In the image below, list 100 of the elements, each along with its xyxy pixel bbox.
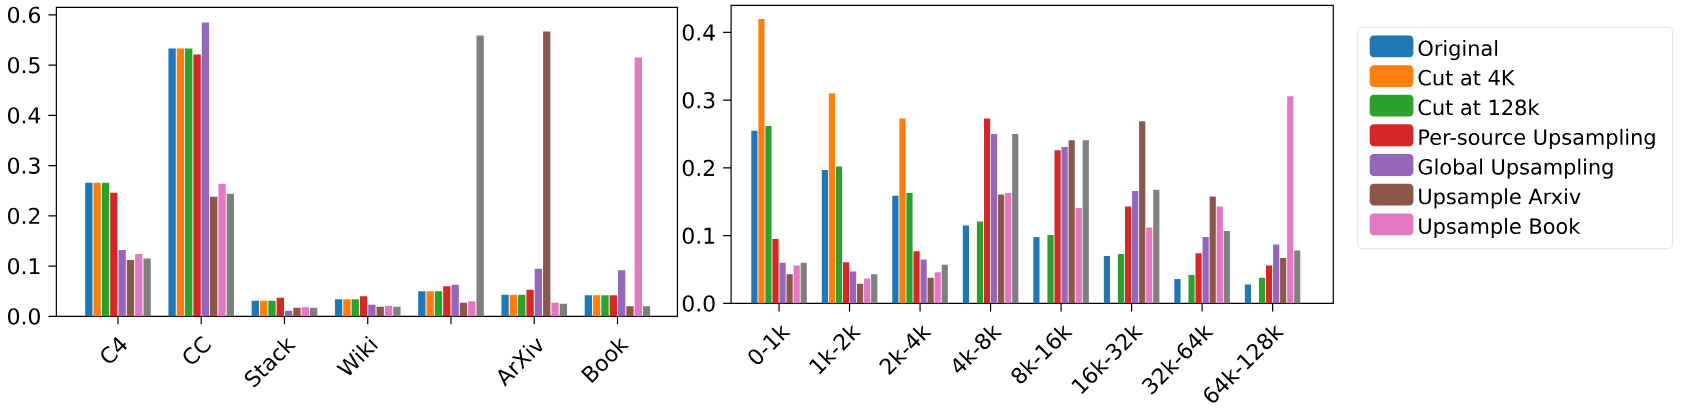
legend-label: Upsample Book bbox=[1419, 217, 1581, 238]
bar bbox=[835, 166, 843, 304]
bar bbox=[786, 274, 793, 304]
bar bbox=[168, 48, 176, 317]
bar bbox=[201, 22, 210, 317]
bar bbox=[476, 35, 484, 317]
bar bbox=[927, 277, 934, 304]
bar bbox=[1266, 265, 1273, 304]
y-tick-label: 0.0 bbox=[682, 295, 715, 312]
bar bbox=[828, 93, 836, 304]
bar bbox=[293, 307, 301, 317]
bar bbox=[368, 304, 376, 317]
bar bbox=[509, 294, 518, 317]
bar bbox=[793, 265, 800, 304]
bar bbox=[892, 195, 899, 304]
bar bbox=[601, 295, 609, 317]
bar bbox=[218, 183, 226, 317]
y-tick-label: 0.2 bbox=[682, 159, 714, 177]
bar bbox=[393, 306, 401, 317]
bar bbox=[998, 194, 1005, 304]
bar bbox=[1287, 95, 1294, 304]
y-tick-label: 0.4 bbox=[8, 106, 41, 124]
bar bbox=[1068, 140, 1075, 304]
bar bbox=[779, 262, 786, 304]
bar bbox=[593, 295, 601, 317]
y-tick-label: 0.5 bbox=[8, 56, 40, 74]
y-tick-label: 0.4 bbox=[682, 24, 715, 41]
bar bbox=[1202, 236, 1209, 304]
bar bbox=[1132, 190, 1139, 304]
bar bbox=[584, 295, 593, 317]
bar bbox=[941, 264, 948, 304]
legend-label: Cut at 128k bbox=[1418, 99, 1540, 116]
legend-label: Per-source Upsampling bbox=[1419, 128, 1655, 149]
bar bbox=[210, 196, 218, 317]
legend-label: Original bbox=[1418, 39, 1498, 60]
bar bbox=[976, 221, 984, 304]
bar bbox=[468, 301, 476, 317]
y-tick-label: 0.1 bbox=[8, 257, 40, 275]
bar bbox=[426, 291, 434, 317]
y-tick-label: 0.1 bbox=[682, 227, 715, 244]
bar bbox=[260, 300, 268, 317]
bar bbox=[501, 294, 509, 317]
bar bbox=[1033, 236, 1040, 304]
bar bbox=[920, 259, 927, 304]
bar bbox=[1117, 253, 1125, 304]
bar bbox=[276, 297, 284, 317]
bar bbox=[751, 130, 758, 304]
bar bbox=[118, 249, 126, 317]
bar bbox=[934, 272, 941, 304]
bar bbox=[772, 238, 779, 304]
bar bbox=[443, 286, 451, 317]
bar bbox=[1223, 230, 1230, 304]
bar bbox=[857, 283, 864, 304]
y-tick-label: 0.3 bbox=[682, 91, 715, 109]
bar bbox=[93, 182, 101, 317]
bar bbox=[1273, 244, 1280, 304]
bar bbox=[1103, 255, 1111, 304]
bar bbox=[906, 192, 913, 304]
bar bbox=[758, 18, 765, 304]
bar bbox=[451, 284, 459, 317]
bar bbox=[842, 261, 850, 304]
bar bbox=[434, 291, 443, 317]
bar bbox=[983, 118, 991, 304]
bar bbox=[1209, 196, 1216, 304]
y-tick-label: 0.2 bbox=[8, 207, 40, 225]
bar bbox=[193, 54, 201, 317]
bar bbox=[962, 225, 969, 304]
bar bbox=[626, 306, 634, 317]
bar bbox=[634, 57, 642, 317]
bar bbox=[143, 258, 151, 317]
bar bbox=[864, 278, 871, 304]
bar bbox=[135, 253, 143, 317]
bar bbox=[559, 303, 568, 317]
bar bbox=[821, 169, 828, 304]
y-tick-label: 0.0 bbox=[8, 307, 40, 325]
bar bbox=[1153, 189, 1160, 304]
bar bbox=[871, 274, 878, 304]
bar bbox=[85, 182, 93, 317]
bar bbox=[991, 133, 998, 304]
bar bbox=[609, 295, 617, 317]
bar bbox=[1139, 121, 1146, 304]
bar bbox=[551, 302, 559, 317]
bar bbox=[1195, 253, 1202, 304]
bar bbox=[1012, 133, 1019, 304]
bar bbox=[1005, 192, 1012, 304]
bar bbox=[101, 182, 110, 317]
bar bbox=[418, 291, 426, 317]
bar bbox=[642, 306, 651, 317]
x-tick-label: C4 bbox=[101, 336, 127, 363]
bar bbox=[1061, 146, 1068, 304]
bar bbox=[913, 251, 920, 304]
bar bbox=[1054, 150, 1061, 304]
bar bbox=[226, 193, 235, 317]
legend-label: Global Upsampling bbox=[1418, 158, 1613, 179]
bar bbox=[800, 262, 807, 304]
bar bbox=[251, 300, 259, 317]
bar bbox=[185, 48, 193, 317]
bar bbox=[617, 270, 626, 317]
bar bbox=[1294, 250, 1301, 304]
y-tick-label: 0.6 bbox=[8, 6, 41, 23]
